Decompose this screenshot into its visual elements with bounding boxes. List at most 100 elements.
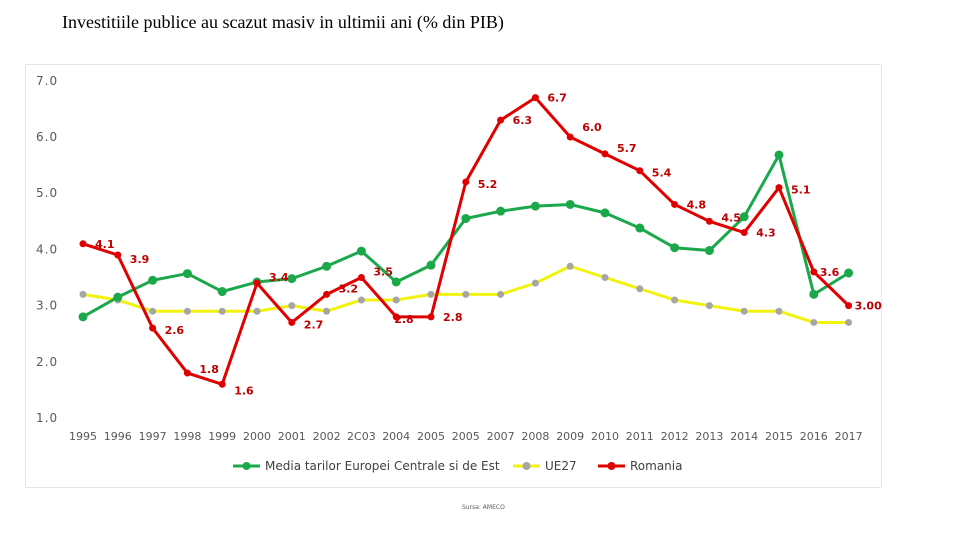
data-point	[671, 200, 679, 208]
x-tick-label: 2008	[521, 430, 549, 443]
data-label: 4.1	[95, 238, 115, 251]
data-point	[253, 307, 261, 315]
data-point	[427, 313, 435, 321]
data-point	[79, 240, 87, 248]
data-point	[531, 279, 539, 287]
data-label: 1.6	[234, 384, 254, 397]
data-point	[844, 268, 854, 278]
data-point	[739, 212, 749, 222]
data-point	[392, 313, 400, 321]
x-tick-label: 2014	[730, 430, 758, 443]
data-label: 3.9	[130, 253, 150, 266]
data-point	[148, 275, 158, 285]
data-label: 3.4	[269, 271, 289, 284]
data-label: 5.2	[478, 178, 498, 191]
x-tick-label: 1995	[69, 430, 97, 443]
data-point	[462, 290, 470, 298]
data-point	[149, 307, 157, 315]
x-tick-label: 1998	[173, 430, 201, 443]
data-point	[775, 307, 783, 315]
legend-label: Romania	[630, 459, 682, 473]
data-point	[670, 243, 680, 253]
data-point	[356, 246, 366, 256]
data-label: 3.2	[339, 282, 359, 295]
legend-marker	[522, 462, 531, 470]
data-point	[705, 302, 713, 310]
data-label: 5.1	[791, 184, 811, 197]
chart-title: Investitiile publice au scazut masiv in …	[62, 12, 504, 32]
data-point	[357, 296, 365, 304]
y-tick-label: 4.0	[36, 242, 58, 256]
x-tick-label: 2017	[835, 430, 863, 443]
y-tick-label: 6.0	[36, 130, 58, 144]
x-tick-label: 2010	[591, 430, 619, 443]
data-point	[704, 246, 714, 256]
data-label: 6.7	[547, 92, 567, 105]
legend-label: Media tarilor Europei Centrale si de Est	[265, 459, 500, 473]
data-point	[183, 307, 191, 315]
data-label: 2.8	[443, 311, 463, 324]
x-tick-label: 2009	[556, 430, 584, 443]
data-point	[636, 167, 644, 175]
x-tick-label: 2011	[626, 430, 654, 443]
legend-marker	[607, 462, 616, 470]
x-tick-label: 2C03	[347, 430, 376, 443]
data-label: 3.6	[820, 266, 840, 279]
data-label: 6.0	[582, 121, 602, 134]
data-point	[79, 290, 87, 298]
data-point	[322, 261, 332, 271]
legend-label: UE27	[545, 459, 577, 473]
data-point	[426, 260, 436, 270]
x-tick-label: 1999	[208, 430, 236, 443]
data-point	[149, 324, 157, 332]
data-point	[601, 274, 609, 281]
data-point	[288, 302, 296, 310]
series-line	[82, 96, 850, 386]
data-point	[427, 290, 435, 298]
x-tick-label: 2013	[695, 430, 723, 443]
data-point	[288, 318, 296, 326]
y-tick-label: 3.0	[36, 299, 58, 313]
data-label: 4.8	[687, 198, 707, 211]
data-label: 3.5	[373, 266, 393, 279]
x-tick-label: 2016	[800, 430, 828, 443]
data-point	[496, 206, 506, 216]
data-point	[217, 287, 227, 297]
data-point	[218, 380, 226, 388]
data-point	[809, 289, 819, 299]
data-point	[323, 290, 331, 298]
chart-frame	[25, 64, 882, 488]
x-tick-label: 1996	[104, 430, 132, 443]
data-point	[78, 312, 88, 322]
data-label: 3.00	[855, 300, 882, 313]
x-tick-label: 2004	[382, 430, 410, 443]
data-point	[566, 262, 574, 270]
x-tick-label: 2005	[417, 430, 445, 443]
source-note: Sursa: AMECO	[462, 504, 505, 511]
y-tick-label: 1.0	[36, 411, 58, 425]
data-point	[810, 268, 818, 276]
data-point	[392, 296, 400, 304]
data-point	[600, 208, 610, 218]
data-label: 2.6	[165, 324, 185, 337]
data-point	[357, 274, 365, 281]
y-tick-label: 5.0	[36, 186, 58, 200]
data-point	[740, 307, 748, 315]
x-tick-label: 2001	[278, 430, 306, 443]
data-label: 4.3	[756, 227, 776, 240]
data-point	[497, 290, 505, 298]
data-point	[218, 307, 226, 315]
data-label: 5.7	[617, 142, 637, 155]
x-tick-label: 1997	[139, 430, 167, 443]
data-point	[462, 178, 470, 186]
data-point	[635, 223, 645, 233]
data-point	[391, 277, 401, 287]
data-point	[845, 318, 853, 326]
x-tick-label: 2012	[661, 430, 689, 443]
data-point	[601, 150, 609, 158]
data-label: 4.5	[721, 211, 741, 224]
data-point	[810, 318, 818, 326]
data-point	[497, 116, 505, 124]
data-point	[287, 274, 297, 284]
